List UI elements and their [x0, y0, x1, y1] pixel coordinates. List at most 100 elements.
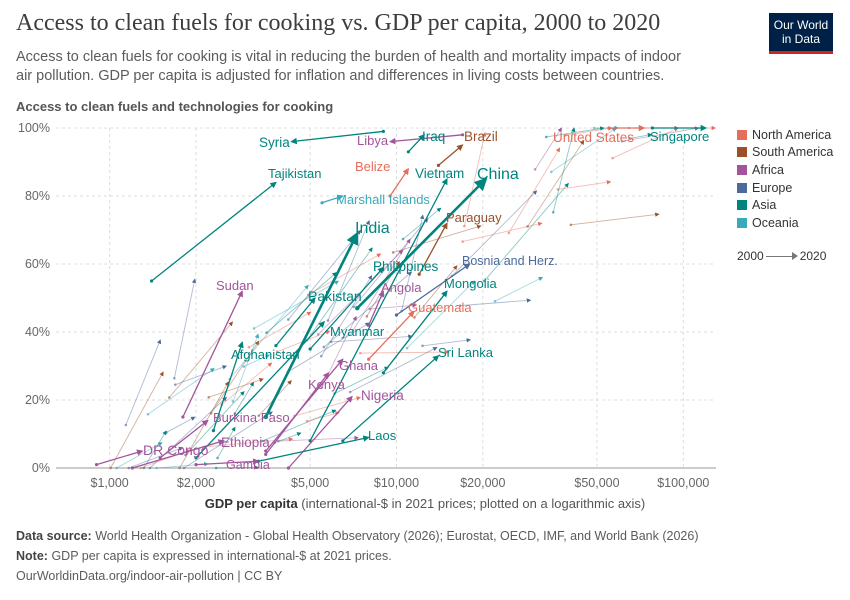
background-trajectory [185, 391, 245, 456]
axes: 0% 20% 40% 60% 80% 100% $1,000 $2,000 $5,000 $10,… [18, 121, 709, 490]
arrow-icon [765, 251, 798, 261]
background-trajectory [349, 347, 438, 393]
trajectory-start-marshall-islands [320, 201, 324, 205]
background-trajectory [483, 182, 569, 282]
legend-label: Africa [752, 162, 784, 177]
trajectory-belize [389, 167, 409, 197]
background-trajectory [308, 253, 382, 296]
background-trajectory-start [319, 354, 323, 358]
legend-swatch [737, 200, 747, 211]
background-trajectory-start [329, 340, 333, 344]
x-tick-label: $100,000 [657, 476, 709, 490]
background-trajectory [216, 465, 259, 470]
time-legend: 2000 2020 [737, 249, 826, 263]
background-trajectory [451, 190, 538, 277]
grid-lines [56, 127, 716, 469]
background-trajectory [221, 362, 273, 406]
background-trajectory-start [368, 307, 372, 311]
chart-title: Access to clean fuels for cooking vs. GD… [16, 10, 661, 36]
legend-item-north-america[interactable]: North America [737, 126, 833, 144]
background-trajectory [166, 416, 196, 433]
background-trajectory-start [611, 156, 614, 160]
x-axis-title: GDP per capita (international-$ in 2021 … [0, 496, 850, 511]
background-trajectory-start [124, 423, 128, 427]
background-trajectory [243, 354, 271, 367]
country-label-afghanistan: Afghanistan [231, 347, 300, 362]
country-label-philippines: Philippines [373, 259, 439, 274]
background-trajectory [204, 437, 294, 448]
background-trajectory-start [421, 344, 424, 348]
background-trajectory [125, 339, 162, 426]
background-trajectory-start [320, 385, 324, 389]
legend-label: North America [752, 127, 832, 142]
trajectory-start-brazil [436, 163, 441, 167]
trajectory-start-dr-congo [94, 463, 99, 467]
background-trajectory [629, 132, 653, 139]
background-trajectory [546, 126, 605, 138]
trajectory-start-nigeria [286, 466, 291, 470]
background-trajectory-start [628, 137, 631, 140]
country-label-laos: Laos [368, 428, 397, 443]
background-trajectory [147, 368, 215, 415]
background-trajectory [621, 126, 700, 142]
footer-url[interactable]: OurWorldinData.org/indoor-air-pollution … [16, 569, 283, 583]
owid-logo[interactable]: Our World in Data [769, 13, 833, 54]
background-trajectory-start [261, 439, 264, 443]
background-trajectory-start [209, 412, 213, 415]
legend-swatch [737, 182, 747, 193]
trajectory-start-gambia [194, 463, 198, 467]
background-trajectory [323, 271, 413, 348]
legend-item-south-america[interactable]: South America [737, 144, 833, 162]
country-label-dr-congo: DR Congo [143, 442, 209, 458]
background-trajectory [508, 147, 561, 234]
background-trajectory [494, 276, 544, 302]
background-trajectory [110, 371, 164, 469]
country-label-tajikistan: Tajikistan [268, 166, 321, 181]
trajectory-start-india [263, 414, 268, 420]
background-trajectory [274, 432, 302, 444]
country-label-ethiopia: Ethiopia [221, 435, 270, 450]
country-label-kenya: Kenya [308, 377, 346, 392]
background-trajectory-start [592, 126, 596, 130]
background-trajectory [360, 349, 450, 355]
trajectory-syria [290, 130, 384, 145]
legend-label: South America [752, 145, 834, 160]
background-trajectory-start [401, 237, 405, 241]
background-trajectory-start [184, 453, 187, 457]
legend-item-europe[interactable]: Europe [737, 179, 833, 197]
trajectory-start-burkina-faso [158, 456, 162, 460]
legend-item-oceania[interactable]: Oceania [737, 214, 833, 232]
trajectory-nigeria [287, 395, 353, 469]
background-trajectory-start [365, 315, 369, 318]
trajectory-iraq [407, 134, 426, 153]
background-trajectory-start [348, 390, 352, 394]
trajectory-bosnia-and-herz [396, 263, 471, 316]
background-trajectory [175, 365, 227, 386]
trajectory-burkina-faso [159, 419, 209, 459]
background-trajectory-start [257, 414, 261, 417]
background-trajectory [402, 207, 442, 240]
background-trajectory [287, 229, 361, 320]
trajectory-libya [389, 134, 463, 145]
background-trajectory [173, 278, 197, 379]
legend-item-asia[interactable]: Asia [737, 196, 833, 214]
country-labels: Syria Libya Iraq Brazil United States Singapo… [143, 129, 709, 472]
trajectory-ethiopia [132, 439, 225, 469]
trajectory-mongolia [382, 290, 448, 374]
trajectory-start-paraguay [417, 272, 421, 276]
trajectory-angola [368, 290, 385, 326]
background-trajectory [331, 334, 413, 343]
background-trajectory [406, 280, 475, 349]
background-trajectory-start [458, 304, 462, 307]
background-trajectory [353, 218, 429, 308]
background-trajectory-start [413, 316, 416, 319]
background-trajectory-start [173, 376, 176, 380]
footer-note-label: Note: [16, 549, 48, 563]
y-axis-title: Access to clean fuels and technologies f… [16, 99, 334, 114]
background-trajectory-start [482, 279, 486, 283]
trajectory-philippines [309, 266, 385, 350]
legend-item-africa[interactable]: Africa [737, 161, 833, 179]
footer-note: Note: GDP per capita is expressed in int… [16, 549, 392, 563]
country-label-pakistan: Pakistan [308, 288, 362, 304]
background-trajectory-start [275, 350, 279, 353]
